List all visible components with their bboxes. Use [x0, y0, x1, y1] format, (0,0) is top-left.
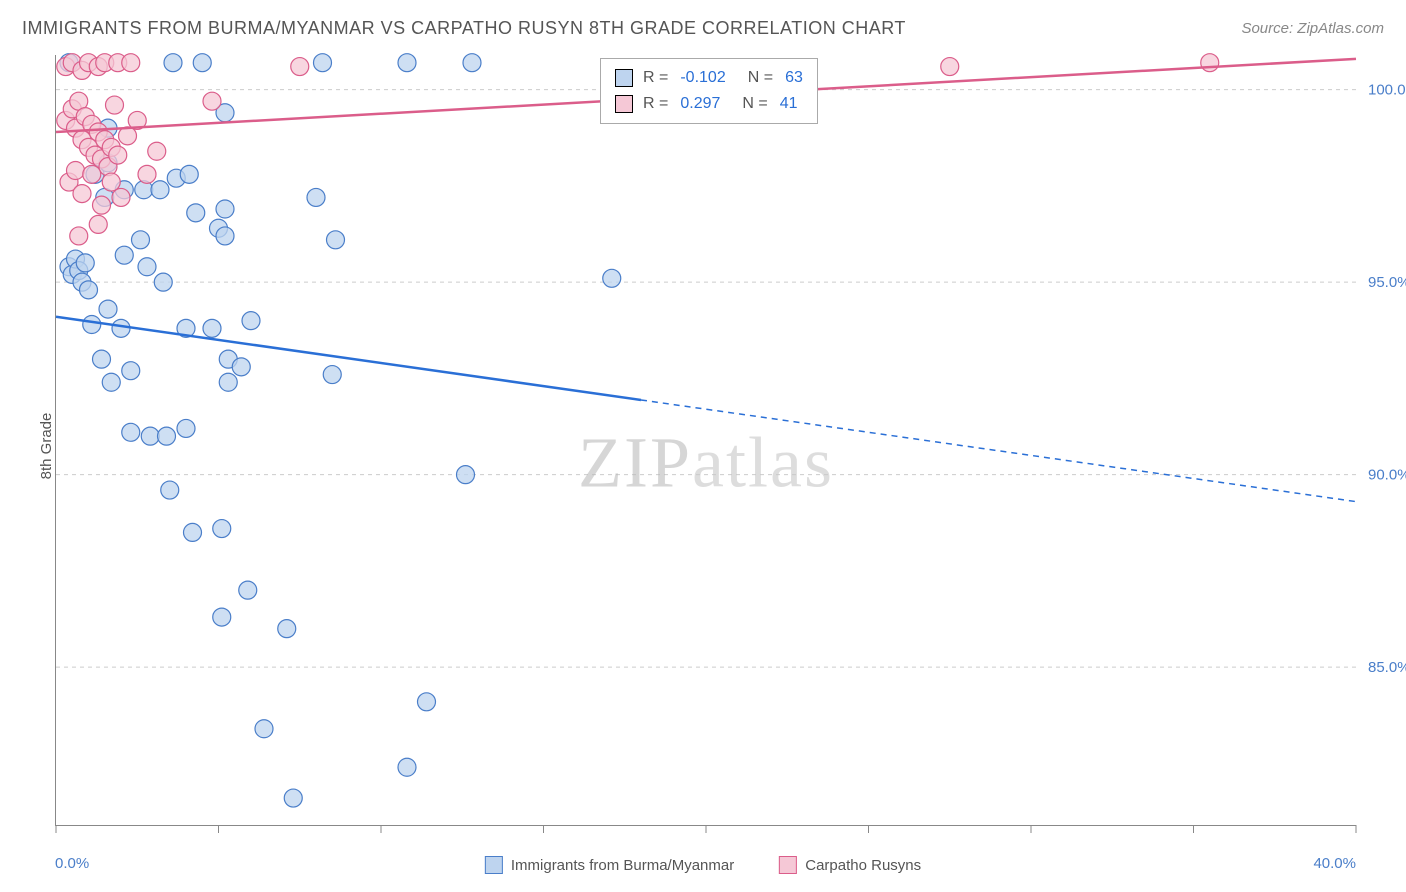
legend-label-pink: Carpatho Rusyns: [805, 857, 921, 874]
r-value-blue: -0.102: [680, 65, 725, 91]
n-label: N =: [748, 65, 773, 91]
r-label: R =: [643, 91, 668, 117]
legend-label-blue: Immigrants from Burma/Myanmar: [511, 857, 734, 874]
square-icon: [779, 856, 797, 874]
legend: Immigrants from Burma/Myanmar Carpatho R…: [485, 856, 921, 874]
n-label: N =: [742, 91, 767, 117]
square-icon: [485, 856, 503, 874]
stats-row-blue: R = -0.102 N = 63: [615, 65, 803, 91]
correlation-chart: IMMIGRANTS FROM BURMA/MYANMAR VS CARPATH…: [0, 0, 1406, 892]
source-attribution: Source: ZipAtlas.com: [1241, 20, 1384, 37]
svg-text:85.0%: 85.0%: [1368, 659, 1406, 676]
y-axis-label: 8th Grade: [38, 413, 55, 480]
square-icon: [615, 95, 633, 113]
plot-svg: 85.0%90.0%95.0%100.0%: [56, 55, 1356, 825]
chart-title: IMMIGRANTS FROM BURMA/MYANMAR VS CARPATH…: [22, 18, 906, 39]
x-axis-min-label: 0.0%: [55, 855, 89, 872]
svg-text:95.0%: 95.0%: [1368, 274, 1406, 291]
r-label: R =: [643, 65, 668, 91]
n-value-pink: 41: [780, 91, 798, 117]
legend-item-pink: Carpatho Rusyns: [779, 856, 921, 874]
svg-text:100.0%: 100.0%: [1368, 82, 1406, 99]
n-value-blue: 63: [785, 65, 803, 91]
svg-text:90.0%: 90.0%: [1368, 467, 1406, 484]
square-icon: [615, 69, 633, 87]
x-axis-max-label: 40.0%: [1313, 855, 1356, 872]
stats-box: R = -0.102 N = 63 R = 0.297 N = 41: [600, 58, 818, 124]
legend-item-blue: Immigrants from Burma/Myanmar: [485, 856, 734, 874]
stats-row-pink: R = 0.297 N = 41: [615, 91, 803, 117]
plot-area: 85.0%90.0%95.0%100.0% ZIPatlas: [55, 55, 1356, 826]
r-value-pink: 0.297: [680, 91, 720, 117]
